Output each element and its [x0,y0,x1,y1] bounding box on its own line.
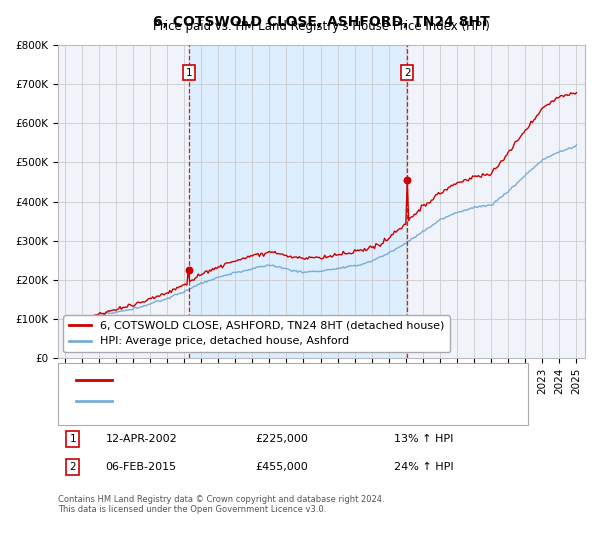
Bar [189,45,407,358]
Legend: 6, COTSWOLD CLOSE, ASHFORD, TN24 8HT (detached house), HPI: Average price, detac: 6, COTSWOLD CLOSE, ASHFORD, TN24 8HT (de… [63,315,450,352]
Text: 24% ↑ HPI: 24% ↑ HPI [394,462,454,472]
Text: 1: 1 [70,434,76,444]
Text: £225,000: £225,000 [256,434,308,444]
Text: 1: 1 [185,68,192,78]
Point [184,265,194,274]
Text: 2: 2 [70,462,76,472]
Text: Price paid vs. HM Land Registry's House Price Index (HPI): Price paid vs. HM Land Registry's House … [153,20,490,33]
Point [403,176,412,185]
Text: 2: 2 [404,68,410,78]
Text: 6, COTSWOLD CLOSE, ASHFORD, TN24 8HT (detached house): 6, COTSWOLD CLOSE, ASHFORD, TN24 8HT (de… [118,375,462,385]
Text: Contains HM Land Registry data © Crown copyright and database right 2024.
This d: Contains HM Land Registry data © Crown c… [58,495,385,514]
Text: 06-FEB-2015: 06-FEB-2015 [106,462,177,472]
Title: 6, COTSWOLD CLOSE, ASHFORD, TN24 8HT: 6, COTSWOLD CLOSE, ASHFORD, TN24 8HT [153,15,490,29]
Text: £455,000: £455,000 [256,462,308,472]
Text: 13% ↑ HPI: 13% ↑ HPI [394,434,453,444]
Text: 12-APR-2002: 12-APR-2002 [106,434,178,444]
Text: HPI: Average price, detached house, Ashford: HPI: Average price, detached house, Ashf… [118,396,367,406]
